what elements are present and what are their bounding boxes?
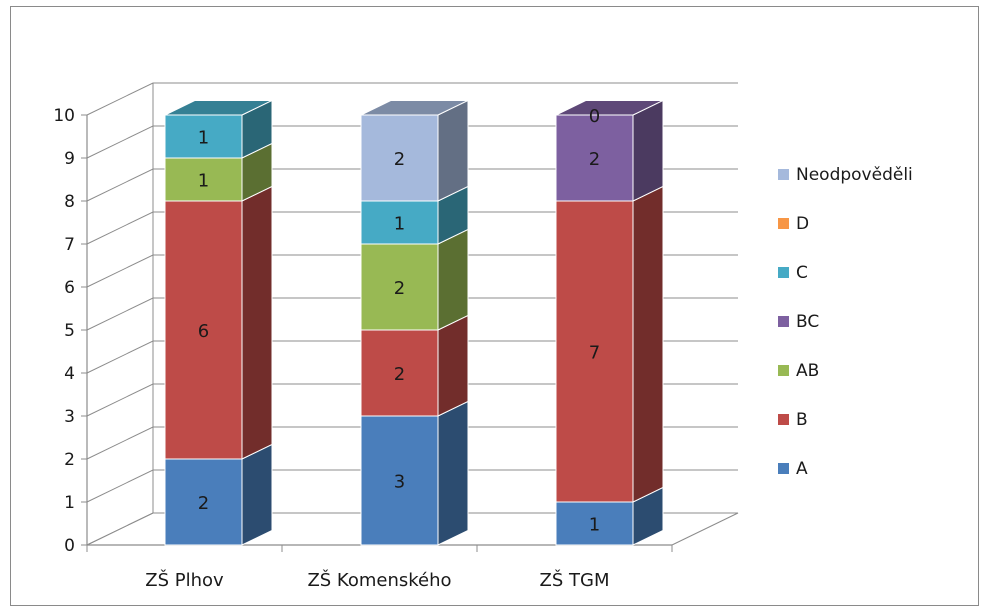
legend-label: BC bbox=[796, 312, 819, 332]
legend-swatch bbox=[778, 414, 789, 425]
y-tick-label: 6 bbox=[64, 278, 75, 298]
y-tick-label: 9 bbox=[64, 149, 75, 169]
data-label: 2 bbox=[394, 149, 405, 170]
bar-segment: 3 bbox=[360, 400, 469, 546]
bar-front bbox=[164, 458, 243, 546]
y-axis-ticks: 0 1 2 3 4 5 6 7 8 9 10 bbox=[53, 106, 87, 556]
gridline bbox=[86, 383, 738, 417]
bar-segment: 1 bbox=[164, 142, 273, 202]
bar-segment: 2 bbox=[360, 314, 469, 417]
y-tick-label: 4 bbox=[64, 364, 75, 384]
legend-swatch bbox=[778, 218, 789, 229]
bar-segment: 0 bbox=[589, 106, 600, 127]
bar-side bbox=[241, 185, 273, 460]
bar-side bbox=[632, 99, 664, 202]
bar-segment: 6 bbox=[164, 185, 273, 460]
data-label: 1 bbox=[198, 171, 209, 192]
bar-front bbox=[555, 501, 634, 546]
bar-segment: 1 bbox=[164, 99, 273, 159]
bar-front bbox=[360, 415, 439, 546]
legend-item: BC bbox=[778, 312, 819, 332]
gridline bbox=[86, 125, 738, 159]
bar-side bbox=[437, 314, 469, 417]
bar-segment: 1 bbox=[360, 185, 469, 245]
y-tick-label: 1 bbox=[64, 493, 75, 513]
legend: Neodpověděli D C BC AB B A bbox=[778, 165, 913, 479]
legend-label: A bbox=[796, 459, 808, 479]
data-label: 1 bbox=[198, 128, 209, 149]
data-label: 3 bbox=[394, 472, 405, 493]
y-tick-label: 10 bbox=[53, 106, 75, 126]
legend-item: A bbox=[778, 459, 808, 479]
bar-side bbox=[437, 228, 469, 331]
gridline bbox=[86, 297, 738, 331]
bar-side bbox=[241, 443, 273, 546]
bar-front bbox=[164, 157, 243, 202]
legend-swatch bbox=[778, 316, 789, 327]
data-label: 7 bbox=[589, 343, 600, 364]
bar-segment: 2 bbox=[555, 99, 664, 202]
data-label: 2 bbox=[198, 493, 209, 514]
data-label: 6 bbox=[198, 321, 209, 342]
x-category-label: ZŠ TGM bbox=[540, 569, 610, 591]
legend-swatch bbox=[778, 365, 789, 376]
gridline bbox=[86, 254, 738, 288]
bar-side bbox=[632, 185, 664, 503]
bar-segment: 2 bbox=[360, 228, 469, 331]
bar-segment: 1 bbox=[555, 486, 664, 546]
y-tick-label: 5 bbox=[64, 321, 75, 341]
gridline bbox=[86, 469, 738, 503]
data-label: 2 bbox=[394, 364, 405, 385]
bar-front bbox=[164, 200, 243, 460]
bar-front bbox=[555, 114, 634, 202]
gridline bbox=[86, 82, 738, 116]
gridline bbox=[86, 340, 738, 374]
legend-swatch bbox=[778, 463, 789, 474]
y-tick-label: 7 bbox=[64, 235, 75, 255]
x-category-label: ZŠ Komenského bbox=[307, 569, 451, 591]
gridline bbox=[86, 512, 738, 546]
legend-swatch bbox=[778, 169, 789, 180]
legend-item: B bbox=[778, 410, 808, 430]
legend-label: AB bbox=[796, 361, 819, 381]
data-label: 1 bbox=[589, 515, 600, 536]
gridline bbox=[86, 426, 738, 460]
bar-side bbox=[437, 99, 469, 202]
legend-item: C bbox=[778, 263, 808, 283]
bar-top bbox=[164, 99, 273, 116]
bar-segment: 2 bbox=[164, 443, 273, 546]
y-tick-label: 0 bbox=[64, 536, 75, 556]
bar-front bbox=[360, 114, 439, 202]
y-tick-label: 3 bbox=[64, 407, 75, 427]
gridline bbox=[86, 168, 738, 202]
data-label: 0 bbox=[589, 106, 600, 127]
data-label: 2 bbox=[589, 149, 600, 170]
bar-segment: 2 bbox=[360, 99, 469, 202]
legend-swatch bbox=[778, 267, 789, 278]
bar-front bbox=[164, 114, 243, 159]
data-label: 2 bbox=[394, 278, 405, 299]
legend-label: D bbox=[796, 214, 809, 234]
bar-top bbox=[360, 99, 469, 116]
x-axis-labels: ZŠ Plhov ZŠ Komenského ZŠ TGM bbox=[86, 545, 673, 591]
bar-front bbox=[555, 200, 634, 503]
bars: 2 6 1 1 3 2 2 1 2 1 7 2 0 bbox=[164, 99, 664, 546]
bar-top bbox=[555, 99, 664, 116]
x-category-label: ZŠ Plhov bbox=[145, 569, 224, 591]
legend-label: Neodpověděli bbox=[796, 165, 913, 185]
legend-item: Neodpověděli bbox=[778, 165, 913, 185]
data-label: 1 bbox=[394, 214, 405, 235]
gridlines bbox=[86, 82, 738, 546]
gridline bbox=[86, 211, 738, 245]
y-tick-label: 2 bbox=[64, 450, 75, 470]
legend-label: C bbox=[796, 263, 808, 283]
bar-side bbox=[437, 400, 469, 546]
y-tick-label: 8 bbox=[64, 192, 75, 212]
legend-item: AB bbox=[778, 361, 819, 381]
bar-segment: 7 bbox=[555, 185, 664, 503]
legend-item: D bbox=[778, 214, 809, 234]
legend-label: B bbox=[796, 410, 808, 430]
